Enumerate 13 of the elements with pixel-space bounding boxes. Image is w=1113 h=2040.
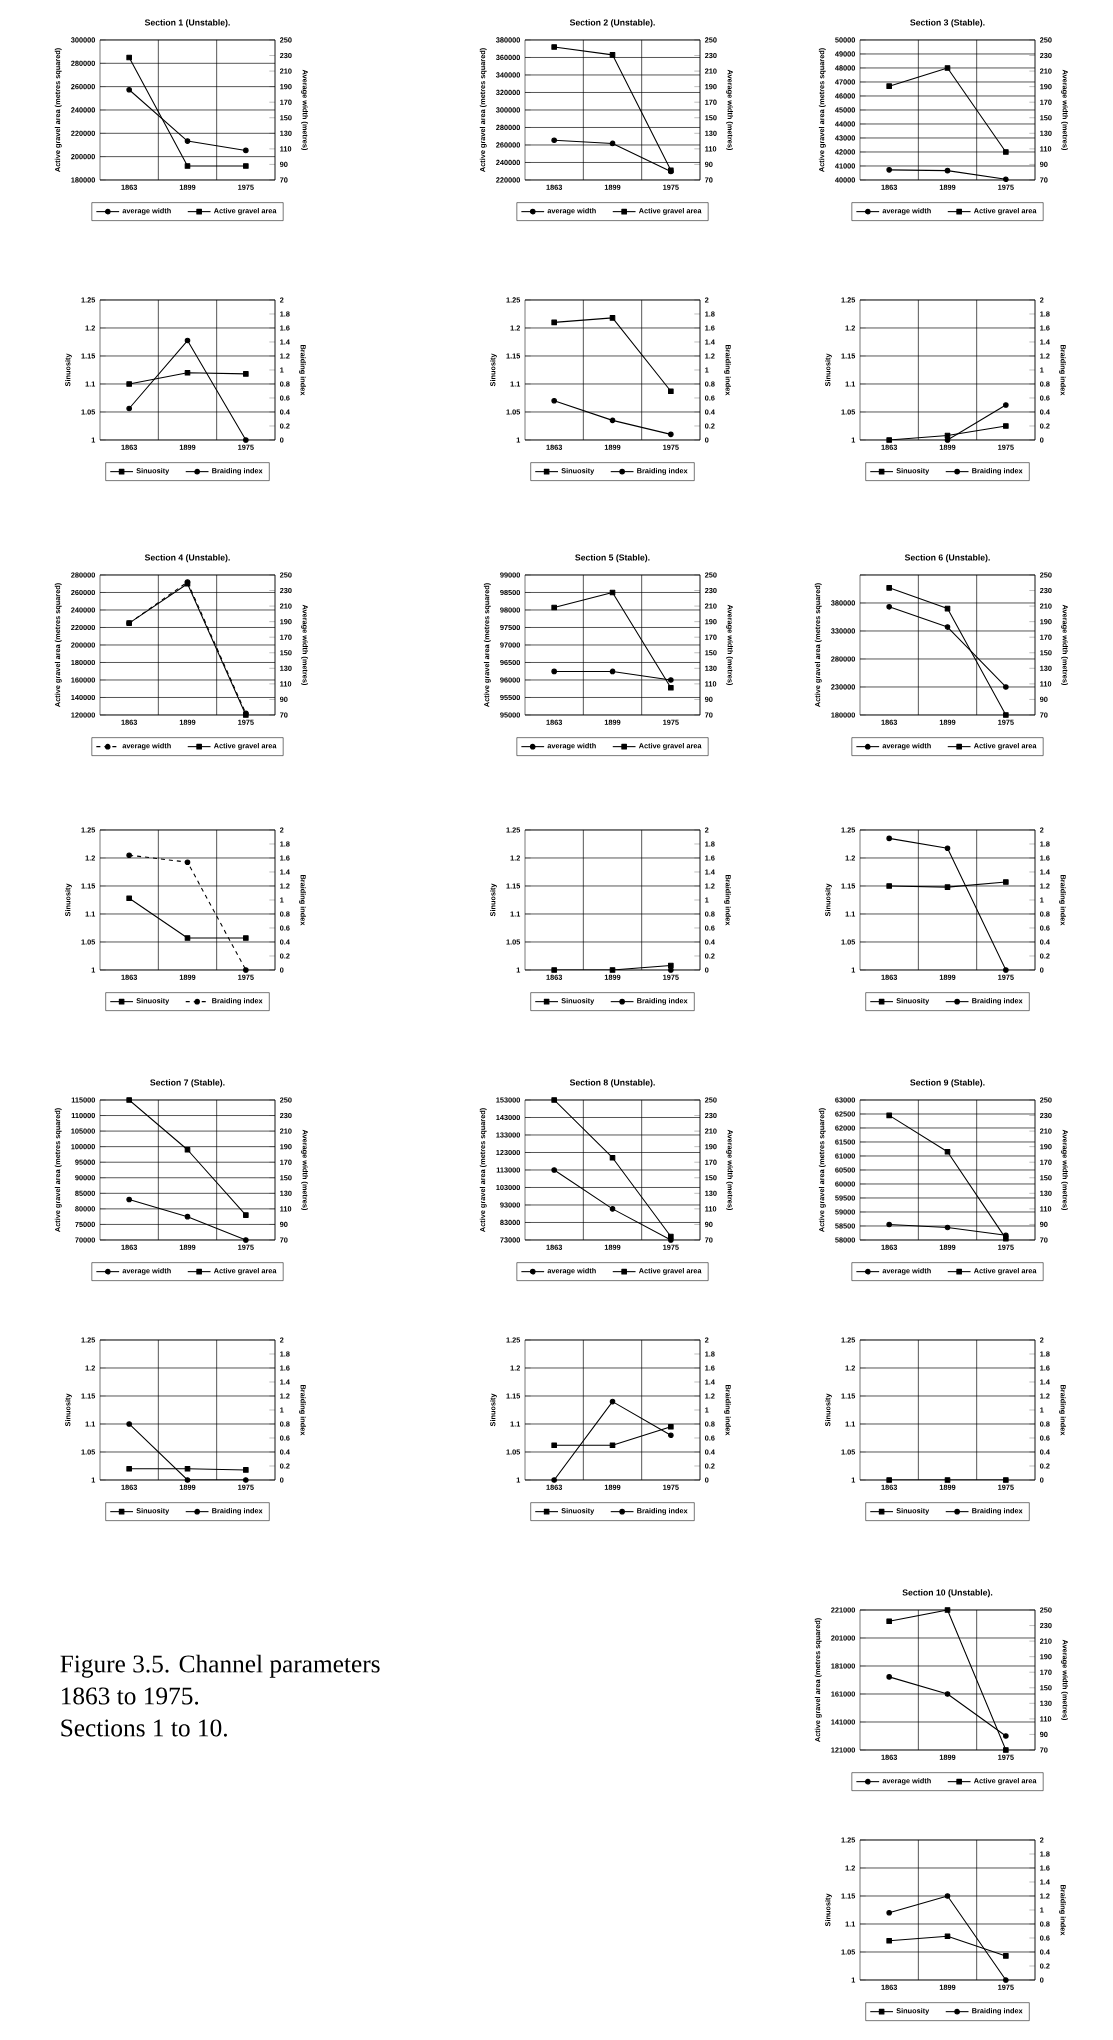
chart-title: Section 2 (Unstable). (569, 19, 655, 28)
chart-title: Section 4 (Unstable). (144, 554, 230, 563)
chart-title: Section 3 (Stable). (910, 19, 985, 28)
chart-title: Section 1 (Unstable). (144, 19, 230, 28)
chart-title: Section 5 (Stable). (575, 554, 650, 563)
chart-title: Section 9 (Stable). (910, 1079, 985, 1088)
text: Sections 1 to 10. (61, 1719, 227, 1737)
chart-title: Section 10 (Unstable). (902, 1589, 993, 1598)
chart-title: Section 6 (Unstable). (904, 554, 990, 563)
text: 1863 to 1975. (61, 1687, 199, 1705)
chart-title: Section 7 (Stable). (150, 1079, 225, 1088)
chart-title: Section 8 (Unstable). (569, 1079, 655, 1088)
caption: Figure 3.5. Channel parameters (60, 1654, 380, 1678)
